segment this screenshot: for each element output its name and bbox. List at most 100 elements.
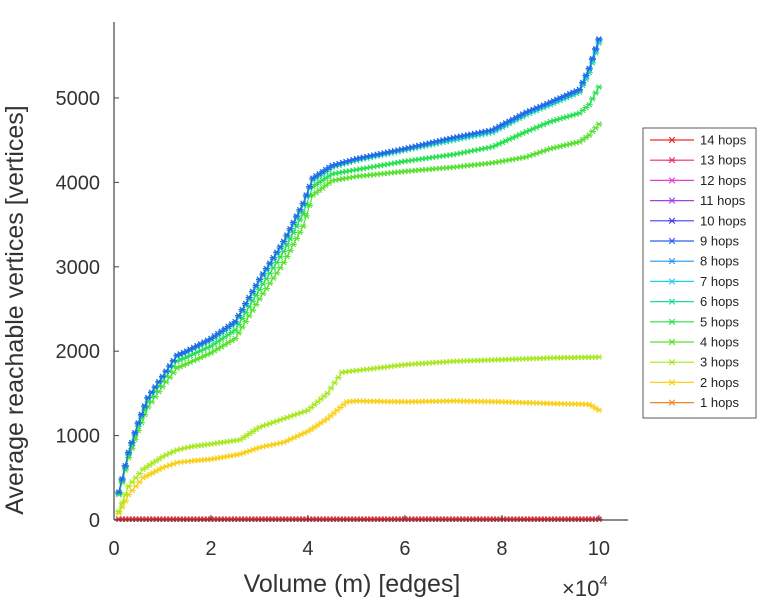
data-point bbox=[125, 449, 133, 456]
data-point bbox=[283, 232, 291, 238]
data-point bbox=[293, 235, 301, 242]
legend-marker bbox=[668, 399, 676, 406]
x-tick-label: 6 bbox=[399, 538, 410, 560]
legend-item-7-hops: 7 hops bbox=[650, 274, 740, 289]
data-point bbox=[252, 282, 260, 289]
y-tick-label: 0 bbox=[89, 510, 100, 532]
data-point bbox=[231, 318, 239, 325]
data-point bbox=[249, 288, 257, 295]
data-point bbox=[312, 189, 320, 196]
data-point bbox=[293, 213, 301, 219]
legend-marker bbox=[668, 217, 676, 224]
legend-marker bbox=[668, 157, 676, 164]
data-point bbox=[228, 321, 236, 327]
data-point bbox=[128, 439, 136, 446]
legend-label: 5 hops bbox=[700, 314, 740, 329]
legend-item-5-hops: 5 hops bbox=[650, 314, 740, 329]
y-tick-label: 5000 bbox=[56, 88, 101, 110]
legend-marker bbox=[668, 197, 676, 204]
data-point bbox=[131, 429, 139, 436]
y-tick-label: 1000 bbox=[56, 426, 101, 448]
y-tick-label: 4000 bbox=[56, 172, 101, 194]
data-point bbox=[576, 86, 584, 93]
data-point bbox=[158, 373, 166, 380]
legend-item-9-hops: 9 hops bbox=[650, 234, 740, 249]
data-point bbox=[323, 390, 331, 397]
legend-marker bbox=[668, 258, 676, 265]
data-point bbox=[166, 363, 174, 369]
legend-label: 10 hops bbox=[700, 213, 747, 228]
legend-item-12-hops: 12 hops bbox=[650, 173, 747, 188]
data-point bbox=[315, 187, 323, 194]
data-point bbox=[286, 247, 294, 254]
data-point bbox=[255, 276, 263, 283]
legend-item-8-hops: 8 hops bbox=[650, 254, 740, 269]
legend-item-10-hops: 10 hops bbox=[650, 213, 747, 228]
data-point bbox=[582, 72, 590, 79]
data-point bbox=[576, 139, 584, 145]
legend-marker bbox=[668, 136, 676, 144]
axes bbox=[113, 22, 628, 521]
data-point bbox=[224, 323, 232, 330]
legend-items: 14 hops 13 hops 12 hops 11 hops 10 hops 9 hop… bbox=[650, 133, 747, 410]
data-point bbox=[118, 500, 126, 506]
data-point bbox=[269, 275, 277, 281]
data-point bbox=[121, 491, 129, 498]
data-point bbox=[595, 121, 603, 127]
legend-marker bbox=[668, 278, 676, 285]
data-point bbox=[276, 264, 284, 271]
legend-label: 1 hops bbox=[700, 395, 740, 410]
data-point bbox=[221, 326, 229, 332]
legend-label: 4 hops bbox=[700, 335, 740, 350]
data-point bbox=[276, 244, 284, 250]
legend-label: 8 hops bbox=[700, 254, 740, 269]
data-point bbox=[595, 407, 603, 414]
legend-label: 13 hops bbox=[700, 153, 747, 168]
data-point bbox=[595, 84, 603, 90]
data-point bbox=[585, 65, 593, 72]
data-point bbox=[286, 225, 294, 232]
data-point bbox=[334, 374, 342, 381]
data-point bbox=[289, 219, 297, 226]
data-point bbox=[134, 420, 142, 426]
data-point bbox=[262, 285, 270, 292]
legend-item-3-hops: 3 hops bbox=[650, 355, 740, 370]
y-axis-label: Average reachable vertices [vertices] bbox=[1, 105, 29, 514]
data-point bbox=[289, 241, 297, 248]
data-point bbox=[245, 294, 253, 301]
x-axis-label: Volume (m) [edges] bbox=[244, 570, 461, 598]
data-point bbox=[141, 403, 149, 409]
x-tick-label: 0 bbox=[108, 538, 119, 560]
data-point bbox=[331, 380, 339, 386]
series-5-hops bbox=[115, 84, 603, 497]
legend-label: 7 hops bbox=[700, 274, 740, 289]
data-point bbox=[214, 330, 222, 337]
data-point bbox=[302, 192, 310, 198]
plot-lines bbox=[115, 36, 603, 522]
data-point bbox=[266, 280, 274, 287]
x-multiplier: ×104 bbox=[562, 573, 608, 600]
series-4-hops bbox=[115, 121, 603, 498]
data-point bbox=[595, 354, 603, 360]
data-point bbox=[169, 357, 177, 364]
data-point bbox=[235, 312, 243, 319]
legend-item-1-hops: 1 hops bbox=[650, 395, 740, 410]
data-point bbox=[592, 90, 600, 96]
data-point bbox=[207, 335, 215, 342]
data-point bbox=[588, 55, 596, 62]
x-tick-label: 4 bbox=[302, 538, 313, 560]
data-point bbox=[115, 508, 123, 515]
data-point bbox=[231, 327, 239, 333]
data-point bbox=[327, 385, 335, 391]
data-point bbox=[322, 182, 330, 189]
legend-item-14-hops: 14 hops bbox=[650, 133, 747, 148]
legend-box bbox=[642, 127, 757, 419]
legend-item-13-hops: 13 hops bbox=[650, 153, 747, 168]
data-point bbox=[121, 462, 129, 469]
data-point bbox=[579, 136, 587, 143]
y-tick-label: 3000 bbox=[56, 257, 101, 279]
ticks: 0 2 4 6 8 10 0 1000 2000 3000 4000 5000 bbox=[56, 88, 611, 560]
data-point bbox=[238, 306, 246, 313]
data-point bbox=[217, 328, 225, 335]
